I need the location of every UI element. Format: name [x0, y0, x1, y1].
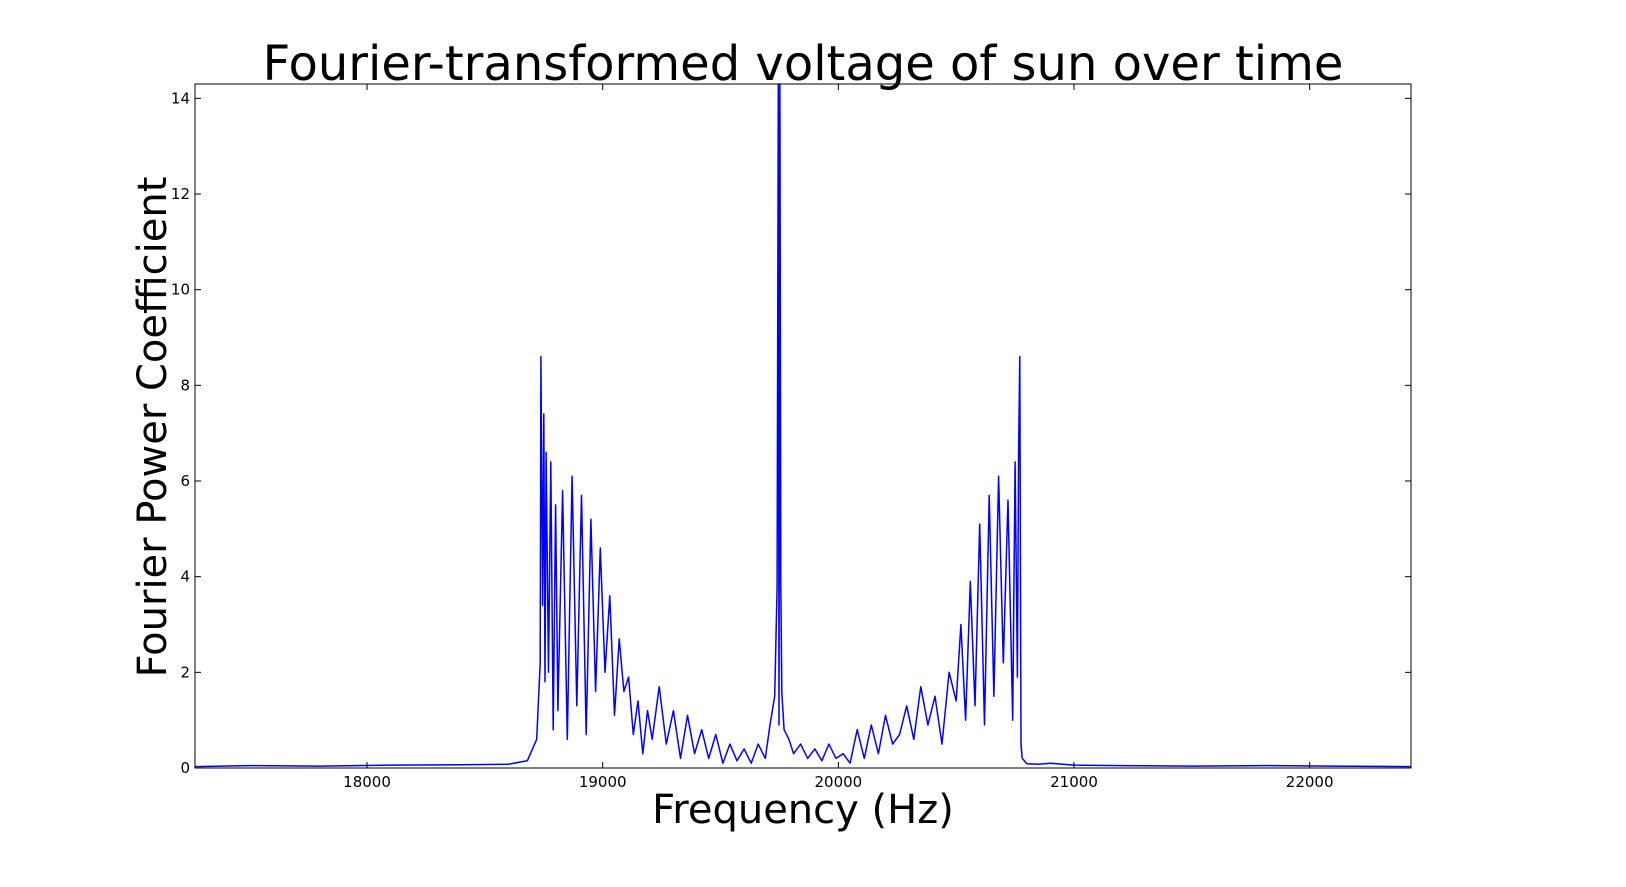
x-tick-label: 19000	[579, 773, 627, 791]
y-tick-label: 4	[180, 568, 190, 586]
chart-title: Fourier-transformed voltage of sun over …	[263, 36, 1344, 92]
y-tick-label: 14	[171, 89, 190, 107]
series-group	[194, 83, 1412, 768]
x-tick-label: 21000	[1050, 773, 1098, 791]
x-tick-label: 18000	[343, 773, 391, 791]
y-axis-label: Fourier Power Coefficient	[130, 177, 176, 678]
y-tick-label: 6	[180, 472, 190, 490]
plot-area-frame	[194, 83, 1412, 769]
x-axis: 18000 19000 20000 21000 22000	[343, 84, 1334, 791]
y-tick-label: 2	[180, 663, 190, 681]
x-axis-label: Frequency (Hz)	[652, 787, 954, 833]
series-line-0	[194, 83, 1412, 768]
y-axis: 0 2 4 6 8 10 12 14	[171, 89, 1411, 777]
y-tick-label: 12	[171, 185, 190, 203]
y-tick-label: 10	[171, 281, 190, 299]
y-tick-label: 0	[180, 759, 190, 777]
x-tick-label: 20000	[814, 773, 862, 791]
y-tick-label: 8	[180, 376, 190, 394]
x-tick-label: 22000	[1286, 773, 1334, 791]
